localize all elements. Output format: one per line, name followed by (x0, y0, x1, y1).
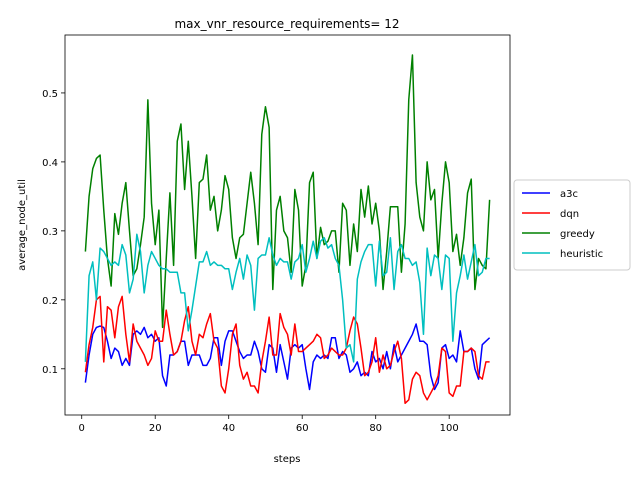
y-axis-label: average_node_util (17, 179, 28, 271)
legend-label: greedy (560, 229, 595, 240)
x-tick-label: 60 (296, 423, 309, 434)
x-tick-label: 20 (149, 423, 162, 434)
plot-frame (64, 34, 511, 416)
x-tick-label: 80 (369, 423, 382, 434)
y-tick-label: 0.5 (42, 89, 58, 100)
x-tick-label: 0 (79, 423, 85, 434)
series-line (84, 233, 490, 363)
x-tick-label: 40 (222, 423, 235, 434)
y-tick-label: 0.2 (42, 296, 58, 307)
series-line (84, 323, 491, 391)
y-tick-label: 0.4 (42, 158, 58, 169)
series-line (84, 295, 490, 405)
y-tick-label: 0.1 (42, 365, 58, 376)
y-tick-label: 0.3 (42, 227, 58, 238)
legend-box (513, 179, 631, 271)
legend-label: dqn (560, 209, 579, 220)
legend-label: a3c (560, 189, 578, 200)
series-line (84, 54, 491, 329)
x-tick-label: 100 (440, 423, 459, 434)
legend-label: heuristic (560, 249, 603, 260)
chart-title: max_vnr_resource_requirements= 12 (174, 17, 399, 31)
x-axis-label: steps (274, 454, 301, 465)
